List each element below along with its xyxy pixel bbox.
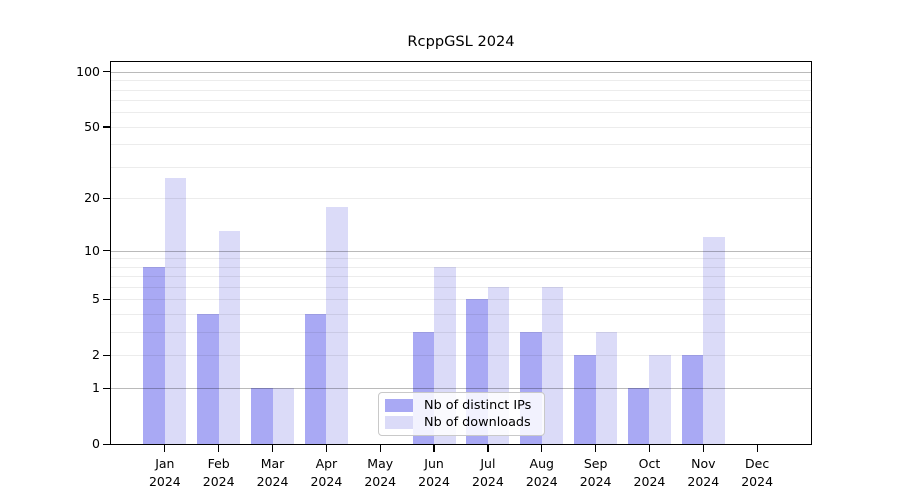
legend-label-downloads: Nb of downloads	[424, 415, 531, 430]
x-tick-label-apr: Apr 2024	[310, 456, 343, 489]
x-tick-mark-dec	[756, 445, 758, 452]
y-tick-mark-1	[103, 387, 110, 389]
legend-swatch-distinct-ips	[385, 399, 413, 412]
x-tick-mark-sep	[595, 445, 597, 452]
plot-area: Nb of distinct IPs Nb of downloads	[110, 61, 812, 445]
y-tick-label-5: 5	[92, 291, 100, 307]
y-tick-label-2: 2	[92, 347, 100, 363]
bar-oct-distinct-ips	[627, 388, 650, 444]
x-tick-label-aug: Aug 2024	[525, 456, 558, 489]
bar-apr-downloads	[326, 206, 348, 444]
x-tick-mark-may	[379, 445, 381, 452]
x-tick-mark-jan	[164, 445, 166, 452]
y-tick-mark-20	[103, 197, 110, 200]
bar-apr-distinct-ips	[304, 314, 327, 444]
x-tick-mark-feb	[218, 445, 220, 452]
bar-aug-downloads	[541, 287, 564, 444]
y-tick-label-100: 100	[76, 63, 100, 79]
bar-mar-downloads	[272, 388, 295, 444]
x-tick-label-nov: Nov 2024	[687, 456, 720, 489]
bar-oct-downloads	[649, 355, 671, 444]
x-tick-mark-jul	[487, 445, 489, 452]
y-tick-mark-50	[103, 126, 110, 128]
bar-feb-downloads	[218, 231, 241, 444]
bar-jan-downloads	[164, 178, 187, 444]
x-tick-label-jan: Jan 2024	[148, 456, 181, 489]
chart-title: RcppGSL 2024	[407, 33, 515, 50]
bar-sep-downloads	[595, 332, 618, 444]
y-tick-label-0: 0	[92, 436, 100, 451]
y-tick-mark-0	[103, 443, 110, 445]
y-tick-mark-100	[103, 71, 110, 73]
bar-sep-distinct-ips	[574, 355, 596, 444]
x-tick-label-oct: Oct 2024	[633, 456, 666, 489]
x-tick-label-mar: Mar 2024	[256, 456, 289, 489]
x-tick-mark-apr	[325, 445, 327, 452]
y-tick-mark-10	[103, 250, 110, 252]
y-tick-mark-5	[103, 298, 110, 301]
x-tick-mark-oct	[648, 445, 651, 452]
bar-jan-distinct-ips	[143, 266, 165, 444]
x-tick-mark-mar	[271, 445, 274, 452]
bar-mar-distinct-ips	[251, 388, 273, 444]
bar-nov-distinct-ips	[681, 355, 704, 444]
bars-layer	[111, 62, 811, 444]
y-tick-label-20: 20	[84, 190, 100, 206]
legend: Nb of distinct IPs Nb of downloads	[378, 392, 545, 436]
x-tick-label-jul: Jul 2024	[472, 456, 504, 489]
bar-feb-distinct-ips	[197, 314, 219, 444]
bar-nov-downloads	[703, 237, 725, 444]
x-tick-mark-nov	[702, 445, 704, 452]
y-tick-label-1: 1	[92, 380, 100, 396]
x-tick-label-jun: Jun 2024	[418, 456, 450, 489]
legend-item-distinct-ips: Nb of distinct IPs	[385, 397, 538, 414]
x-tick-label-sep: Sep 2024	[579, 456, 612, 489]
x-tick-label-may: May 2024	[364, 456, 397, 489]
x-tick-mark-aug	[541, 445, 543, 452]
legend-label-distinct-ips: Nb of distinct IPs	[424, 398, 532, 413]
x-tick-mark-jun	[433, 445, 435, 452]
y-tick-mark-2	[103, 354, 110, 357]
legend-item-downloads: Nb of downloads	[385, 414, 538, 431]
x-tick-label-dec: Dec 2024	[741, 456, 774, 489]
y-tick-label-10: 10	[84, 242, 100, 258]
y-tick-label-50: 50	[84, 118, 100, 134]
x-tick-label-feb: Feb 2024	[202, 456, 235, 489]
legend-swatch-downloads	[385, 416, 413, 429]
